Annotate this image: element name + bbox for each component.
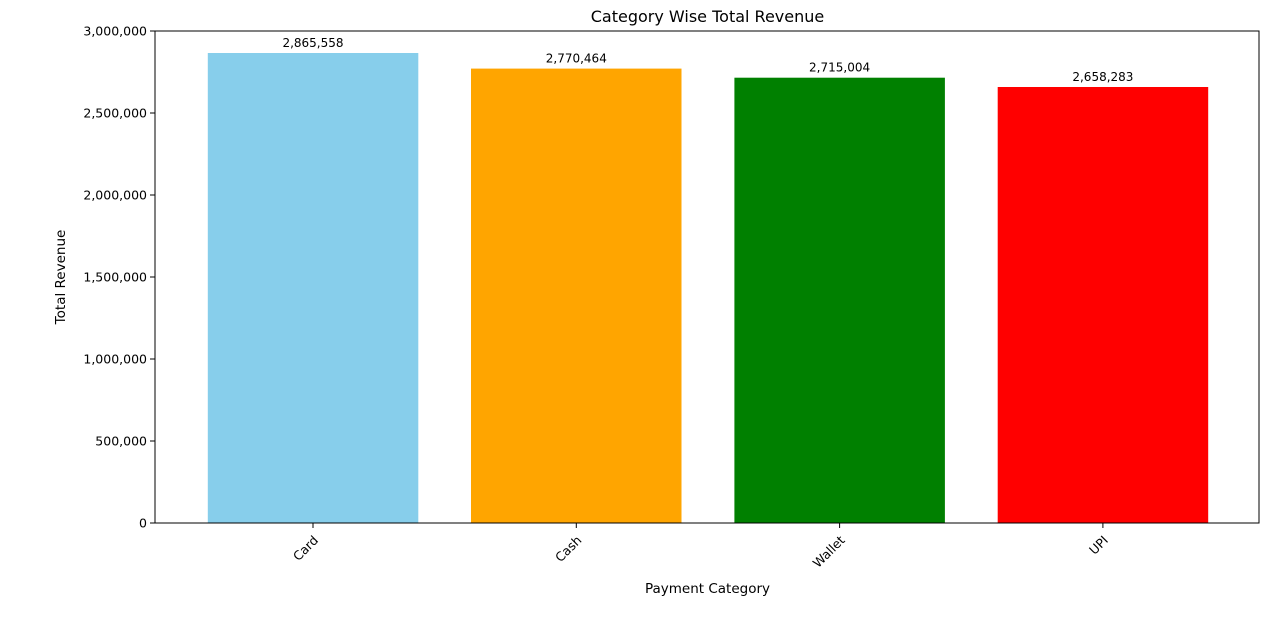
- y-tick-label: 1,500,000: [83, 270, 147, 285]
- y-tick-label: 0: [139, 516, 147, 531]
- y-tick-label: 2,000,000: [83, 188, 147, 203]
- x-axis-label: Payment Category: [645, 581, 770, 597]
- y-tick-label: 2,500,000: [83, 106, 147, 121]
- chart-title: Category Wise Total Revenue: [591, 7, 824, 26]
- y-tick-label: 500,000: [95, 434, 147, 449]
- y-tick-label: 1,000,000: [83, 352, 147, 367]
- data-label-upi: 2,658,283: [1072, 70, 1133, 84]
- bar-wallet: [734, 77, 945, 523]
- data-label-wallet: 2,715,004: [809, 61, 870, 75]
- bar-upi: [997, 87, 1209, 523]
- bar-card: [207, 53, 419, 523]
- data-label-card: 2,865,558: [282, 36, 343, 50]
- data-label-cash: 2,770,464: [546, 52, 607, 66]
- y-tick-label: 3,000,000: [83, 24, 147, 39]
- axes-frame: [154, 30, 1260, 524]
- bar-cash: [471, 68, 682, 523]
- plot-area: 2,865,558Card2,770,464Cash2,715,004Walle…: [83, 24, 1260, 571]
- y-axis-label: Total Revenue: [53, 230, 69, 326]
